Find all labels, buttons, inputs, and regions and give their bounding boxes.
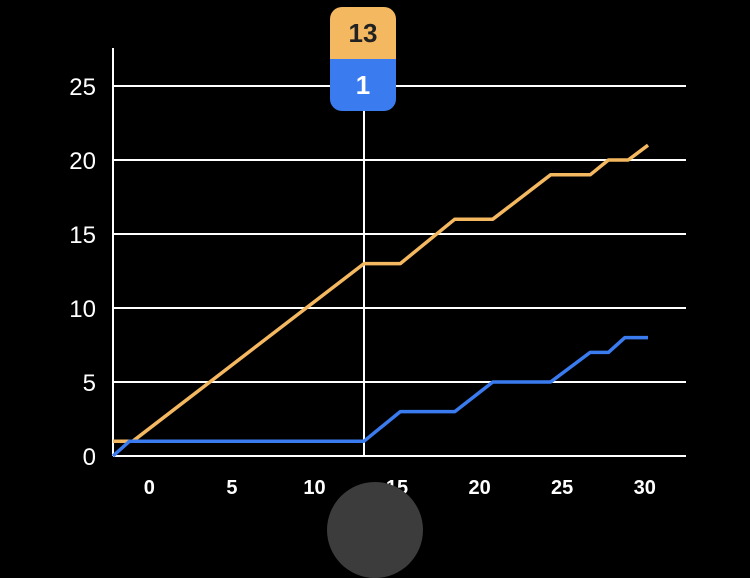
floating-action-button[interactable] bbox=[327, 482, 423, 578]
y-tick-label: 25 bbox=[69, 74, 96, 101]
tooltip-blue-value: 1 bbox=[330, 59, 396, 111]
x-tick-label: 10 bbox=[303, 477, 325, 499]
y-tick-label: 10 bbox=[69, 296, 96, 323]
y-tick-label: 0 bbox=[83, 444, 96, 471]
x-tick-label: 5 bbox=[226, 477, 237, 499]
line-chart: 0510152025051015202530 bbox=[69, 48, 686, 499]
x-tick-label: 30 bbox=[634, 477, 656, 499]
tooltip-orange-value: 13 bbox=[330, 7, 396, 59]
x-tick-label: 0 bbox=[144, 477, 155, 499]
x-tick-label: 25 bbox=[551, 477, 573, 499]
x-tick-label: 20 bbox=[468, 477, 490, 499]
series-line-blue bbox=[111, 335, 648, 458]
y-tick-label: 5 bbox=[83, 370, 96, 397]
series-line-orange bbox=[113, 143, 650, 443]
value-tooltip: 13 1 bbox=[330, 7, 396, 111]
y-tick-label: 15 bbox=[69, 222, 96, 249]
y-tick-label: 20 bbox=[69, 148, 96, 175]
